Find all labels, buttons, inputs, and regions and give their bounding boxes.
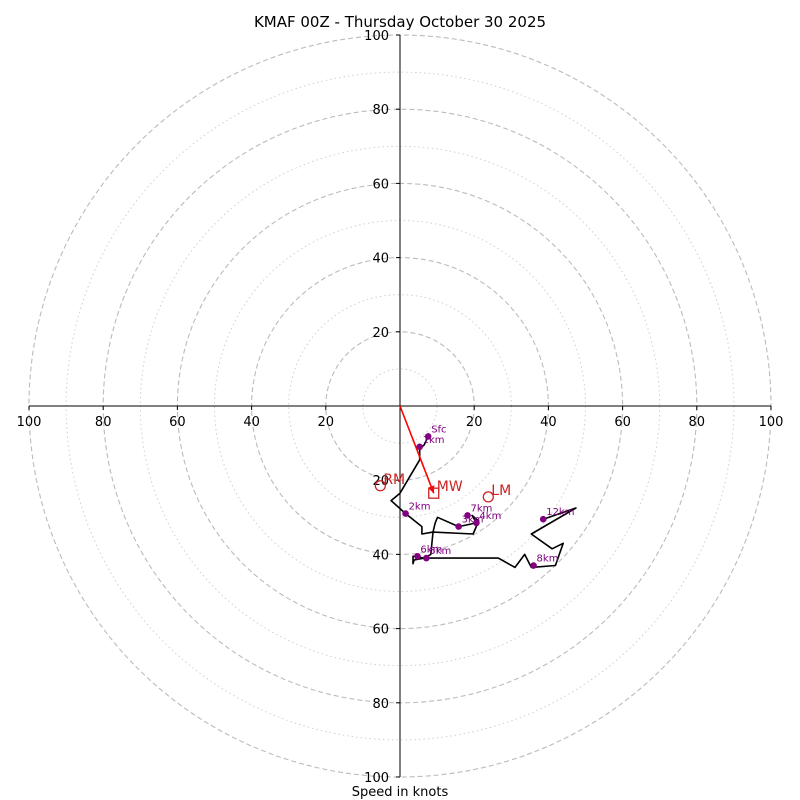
motion-label-MW: MW (437, 479, 463, 495)
motion-label-RM: RM (383, 472, 405, 488)
y-tick-label: 40 (372, 548, 389, 563)
storm-motion-vector-group (399, 405, 435, 494)
x-tick-label: 100 (17, 415, 42, 430)
height-marker-4km (473, 519, 480, 527)
x-tick-label: 80 (689, 415, 706, 430)
hodograph-line (390, 436, 577, 569)
height-marker-5km (423, 554, 430, 562)
height-marker-8km (530, 562, 537, 569)
height-label-12km: 12km (546, 507, 574, 518)
mean-wind-arrowhead (427, 485, 435, 494)
tick-labels: 100 80 60 40 20 20 40 60 80 100100806040202040608… (17, 29, 784, 786)
y-tick-label: 100 (364, 771, 389, 786)
motion-marker-RM (374, 480, 386, 492)
height-label-7km: 7km (471, 503, 493, 514)
motion-marker-MW (428, 487, 440, 499)
height-marker-2km (402, 510, 409, 517)
y-tick-label: 80 (372, 103, 389, 118)
x-tick-label: 40 (540, 415, 557, 430)
chart-title: KMAF 00Z - Thursday October 30 2025 (254, 13, 546, 31)
height-label-3km: 3km (462, 515, 484, 526)
motion-marker-LM (482, 491, 494, 503)
height-marker-3km (455, 523, 462, 530)
height-marker-Sfc (424, 433, 432, 440)
hodograph-trace-group (390, 436, 577, 569)
height-label-Sfc: Sfc (431, 424, 446, 435)
y-tick-label: 40 (372, 252, 389, 267)
y-tick-label: 60 (372, 623, 389, 638)
y-tick-label: 60 (372, 177, 389, 192)
y-tick-label: 100 (364, 29, 389, 44)
height-label-6km: 6km (420, 544, 442, 555)
x-tick-label: 60 (169, 415, 186, 430)
y-tick-label: 20 (372, 326, 389, 341)
x-tick-label: 20 (466, 415, 483, 430)
height-marker-12km (539, 515, 547, 523)
height-label-5km: 5km (429, 546, 451, 557)
x-axis-label: Speed in knots (352, 785, 449, 800)
height-marker-1km (416, 443, 423, 451)
mean-wind-vector (399, 405, 435, 494)
height-marker-6km (414, 552, 421, 560)
height-label-1km: 1km (423, 435, 445, 446)
x-tick-label: 40 (243, 415, 260, 430)
height-label-2km: 2km (409, 502, 431, 513)
x-tick-label: 60 (614, 415, 631, 430)
height-marker-7km (464, 512, 471, 519)
x-tick-label: 80 (95, 415, 112, 430)
motion-label-LM: LM (491, 483, 511, 499)
y-tick-label: 80 (372, 697, 389, 712)
height-label-8km: 8km (537, 554, 559, 565)
x-tick-label: 100 (759, 415, 784, 430)
height-label-4km: 4km (479, 511, 501, 522)
x-tick-label: 20 (318, 415, 335, 430)
storm-motion-markers: RM MW LM (374, 472, 511, 503)
